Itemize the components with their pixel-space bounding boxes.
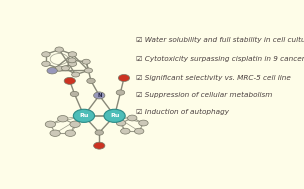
Circle shape xyxy=(116,120,126,126)
Text: ☑ Suppression of cellular metabolism: ☑ Suppression of cellular metabolism xyxy=(136,92,272,98)
Circle shape xyxy=(121,128,130,134)
Circle shape xyxy=(65,130,75,136)
Circle shape xyxy=(134,128,144,134)
Circle shape xyxy=(87,78,95,84)
Circle shape xyxy=(55,47,64,52)
Circle shape xyxy=(68,52,77,57)
Text: N: N xyxy=(97,93,102,98)
Text: ☑ Induction of autophagy: ☑ Induction of autophagy xyxy=(136,108,229,115)
Circle shape xyxy=(128,115,137,121)
Circle shape xyxy=(72,72,80,77)
Circle shape xyxy=(73,109,95,122)
Circle shape xyxy=(94,142,105,149)
Circle shape xyxy=(64,77,75,84)
Circle shape xyxy=(68,61,77,66)
Circle shape xyxy=(95,130,103,135)
Circle shape xyxy=(57,115,68,122)
Circle shape xyxy=(139,120,148,126)
Text: Ru: Ru xyxy=(79,113,89,118)
Circle shape xyxy=(118,74,130,81)
Circle shape xyxy=(70,121,80,127)
Circle shape xyxy=(50,130,60,136)
Circle shape xyxy=(42,52,50,57)
Text: ☑ Significant selectivity vs. MRC-5 cell line: ☑ Significant selectivity vs. MRC-5 cell… xyxy=(136,75,291,81)
Text: ☑ Water solubility and full stability in cell culture medium: ☑ Water solubility and full stability in… xyxy=(136,37,304,43)
Circle shape xyxy=(61,66,70,71)
Circle shape xyxy=(68,58,76,63)
Circle shape xyxy=(55,66,64,71)
Circle shape xyxy=(82,59,90,64)
Circle shape xyxy=(70,91,79,97)
Circle shape xyxy=(104,109,125,122)
Circle shape xyxy=(116,90,125,95)
Text: ☑ Cytotoxicity surpassing cisplatin in 9 cancer cell lines: ☑ Cytotoxicity surpassing cisplatin in 9… xyxy=(136,56,304,62)
Text: Ru: Ru xyxy=(110,113,119,118)
Circle shape xyxy=(45,121,56,127)
Circle shape xyxy=(85,68,92,73)
Circle shape xyxy=(47,67,57,74)
Circle shape xyxy=(42,61,50,66)
Circle shape xyxy=(94,92,105,99)
FancyBboxPatch shape xyxy=(34,20,278,170)
